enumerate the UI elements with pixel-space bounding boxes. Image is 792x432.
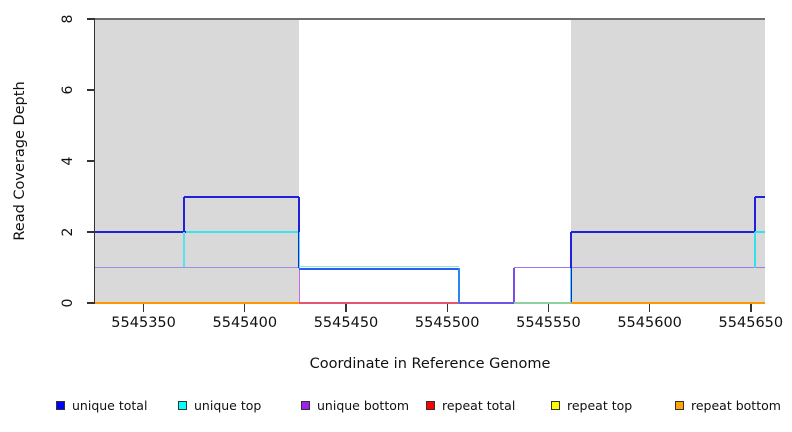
legend-swatch-icon bbox=[301, 400, 310, 410]
legend-label: repeat total bbox=[442, 397, 516, 413]
x-tick-label: 5545500 bbox=[414, 315, 480, 331]
series-segment bbox=[753, 196, 756, 232]
shaded-region-1 bbox=[95, 20, 300, 303]
legend-item-repeat-top: repeat top bbox=[551, 397, 633, 413]
y-tick bbox=[87, 231, 95, 233]
legend-swatch-icon bbox=[551, 400, 560, 410]
series-segment bbox=[299, 302, 460, 304]
y-tick-label: 4 bbox=[60, 156, 76, 166]
x-tick-label: 5545350 bbox=[111, 315, 176, 331]
legend-label: unique total bbox=[72, 397, 148, 413]
series-segment bbox=[459, 301, 514, 305]
x-tick bbox=[345, 304, 347, 312]
y-tick bbox=[87, 160, 95, 162]
x-tick bbox=[750, 304, 752, 312]
legend-label: unique bottom bbox=[317, 397, 410, 413]
x-tick bbox=[244, 304, 246, 312]
series-segment bbox=[514, 266, 765, 269]
legend-swatch-icon bbox=[56, 400, 65, 410]
series-segment bbox=[754, 195, 765, 198]
series-segment bbox=[183, 196, 186, 232]
legend-label: repeat bottom bbox=[691, 397, 781, 413]
y-tick bbox=[87, 18, 95, 20]
y-tick-label: 2 bbox=[60, 227, 76, 237]
x-tick-label: 5545550 bbox=[516, 315, 581, 331]
x-tick-label: 5545600 bbox=[617, 315, 682, 331]
series-segment bbox=[183, 232, 185, 268]
legend-item-unique-bottom: unique bottom bbox=[301, 397, 410, 413]
legend-swatch-icon bbox=[426, 400, 435, 410]
series-segment bbox=[458, 267, 461, 303]
legend-label: repeat top bbox=[567, 397, 633, 413]
x-tick bbox=[142, 304, 145, 312]
series-segment bbox=[95, 231, 187, 233]
y-tick bbox=[87, 302, 95, 304]
series-segment bbox=[570, 231, 755, 233]
legend-item-repeat-bottom: repeat bottom bbox=[675, 397, 781, 413]
series-segment bbox=[298, 232, 301, 268]
series-segment bbox=[184, 195, 300, 198]
y-tick bbox=[87, 89, 95, 91]
series-segment bbox=[299, 265, 460, 268]
series-segment bbox=[513, 267, 515, 303]
series-segment bbox=[514, 302, 571, 304]
legend-swatch-icon bbox=[178, 400, 187, 410]
x-tick-label: 5545650 bbox=[718, 315, 784, 331]
top-rule bbox=[95, 18, 765, 20]
series-segment bbox=[95, 266, 300, 269]
legend-item-unique-total: unique total bbox=[56, 397, 148, 413]
x-tick-label: 5545450 bbox=[313, 315, 379, 331]
y-tick-label: 8 bbox=[60, 14, 76, 24]
series-segment bbox=[569, 267, 572, 303]
legend-item-unique-top: unique top bbox=[178, 397, 262, 413]
y-axis-title: Read Coverage Depth bbox=[12, 81, 28, 241]
legend-swatch-icon bbox=[675, 400, 684, 410]
series-segment bbox=[298, 267, 301, 303]
shaded-region-2 bbox=[570, 20, 765, 303]
series-segment bbox=[186, 231, 300, 233]
series-segment bbox=[754, 232, 756, 268]
x-tick bbox=[547, 304, 550, 312]
series-segment bbox=[570, 302, 765, 304]
y-tick-label: 0 bbox=[60, 298, 76, 308]
legend-item-repeat-total: repeat total bbox=[426, 397, 516, 413]
x-tick-label: 5545400 bbox=[212, 315, 278, 331]
series-segment bbox=[299, 267, 460, 270]
series-segment bbox=[754, 231, 765, 233]
x-axis-title: Coordinate in Reference Genome bbox=[309, 356, 551, 372]
y-tick-label: 6 bbox=[60, 85, 76, 95]
legend-label: unique top bbox=[194, 397, 262, 413]
x-tick bbox=[649, 304, 651, 312]
x-tick bbox=[446, 304, 448, 312]
series-segment bbox=[95, 302, 300, 304]
